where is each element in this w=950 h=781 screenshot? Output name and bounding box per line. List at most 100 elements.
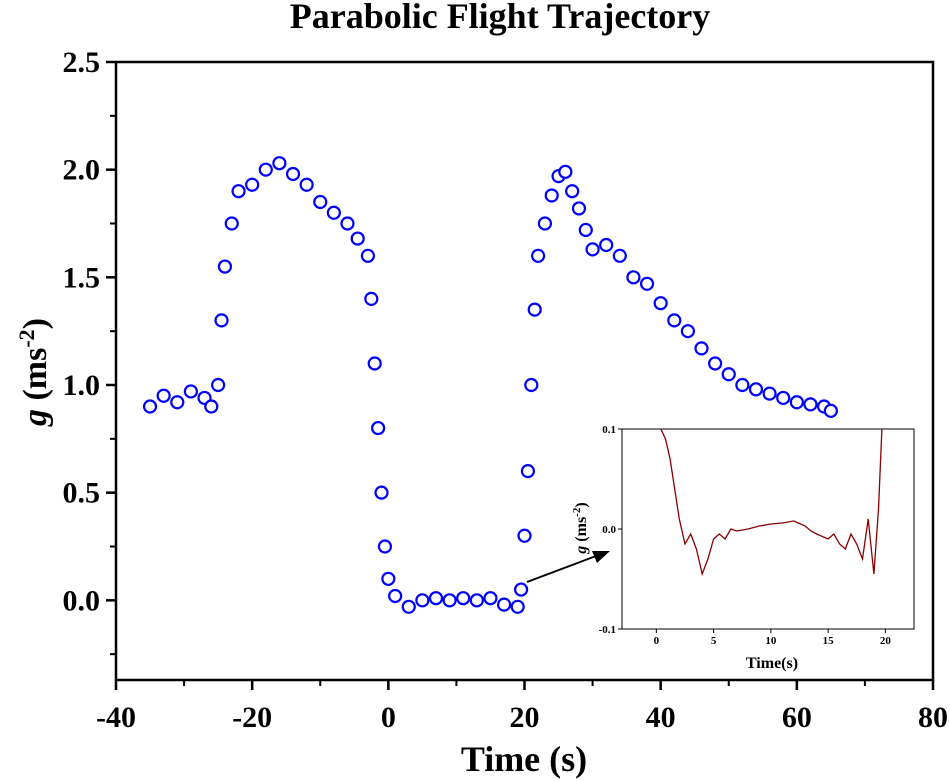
data-point xyxy=(789,395,804,410)
inset-y-tick-label: 0.1 xyxy=(602,424,616,436)
main-ticks xyxy=(106,60,935,690)
data-point xyxy=(708,356,723,371)
data-point xyxy=(558,164,573,179)
data-point xyxy=(374,485,389,500)
data-point xyxy=(483,591,498,606)
data-point xyxy=(578,222,593,238)
data-point xyxy=(258,162,273,177)
y-tick-label: 0.5 xyxy=(63,477,101,510)
data-point xyxy=(245,177,260,192)
data-point xyxy=(776,390,791,406)
x-tick-labels: -40 -20 0 20 40 60 80 xyxy=(96,701,948,734)
main-series xyxy=(142,156,838,614)
data-point xyxy=(170,395,185,410)
inset-y-axis-label-close: ) xyxy=(573,502,590,507)
y-axis-label-unit: (ms xyxy=(17,348,54,409)
data-point xyxy=(428,591,444,606)
inset-y-axis-label: g (ms-2) xyxy=(571,502,590,554)
data-point xyxy=(371,420,386,436)
inset-plot: 0 5 10 15 20 0.1 0.0 -0.1 xyxy=(599,424,915,647)
data-point xyxy=(217,259,233,274)
data-point xyxy=(401,599,416,614)
data-point xyxy=(735,377,750,393)
data-point xyxy=(456,591,471,606)
y-tick-label: 1.5 xyxy=(63,261,101,294)
data-point xyxy=(183,384,198,399)
data-point xyxy=(531,248,546,263)
inset-x-tick-label: 0 xyxy=(654,635,660,647)
y-tick-label: 2.0 xyxy=(63,154,101,187)
data-point xyxy=(142,399,158,414)
inset-x-tick-labels: 0 5 10 15 20 xyxy=(654,635,892,647)
data-point xyxy=(299,177,314,192)
inset-arrow xyxy=(526,551,610,583)
y-axis-label-symbol: g xyxy=(17,409,54,427)
data-point xyxy=(626,270,641,285)
data-point xyxy=(442,593,457,608)
inset-y-axis-label-symbol: g xyxy=(573,546,590,555)
main-plot: -40 -20 0 20 40 60 80 0.0 0.5 1.0 1.5 2.0 2.5 xyxy=(63,46,949,734)
y-tick-label: 2.5 xyxy=(63,46,101,79)
y-tick-label: 0.0 xyxy=(63,584,101,617)
y-axis-label: g (ms-2) xyxy=(14,318,54,427)
x-tick-label: 80 xyxy=(918,701,948,734)
data-point xyxy=(313,194,328,210)
data-point xyxy=(599,237,614,253)
x-axis-label: Time (s) xyxy=(461,739,587,779)
data-point xyxy=(388,588,403,604)
inset-ticks xyxy=(618,428,886,633)
data-point xyxy=(510,599,525,614)
x-tick-label: 40 xyxy=(646,701,676,734)
inset-y-tick-label: 0.0 xyxy=(602,524,616,536)
data-point xyxy=(381,571,396,586)
data-point xyxy=(612,248,627,263)
data-point xyxy=(156,388,171,403)
data-point xyxy=(585,242,600,257)
data-point xyxy=(762,386,777,401)
data-point xyxy=(272,156,287,171)
data-point xyxy=(364,291,379,306)
data-point xyxy=(350,231,365,246)
data-point xyxy=(415,593,430,608)
data-point xyxy=(285,166,301,182)
data-point xyxy=(694,341,709,356)
data-point xyxy=(377,539,393,554)
data-point xyxy=(544,188,559,203)
data-point xyxy=(360,248,376,263)
data-point xyxy=(823,403,838,418)
x-tick-label: -20 xyxy=(232,701,272,734)
x-tick-label: 60 xyxy=(782,701,812,734)
data-point xyxy=(667,313,682,328)
inset-x-axis-label: Time(s) xyxy=(746,655,798,672)
data-point xyxy=(214,313,229,328)
data-point xyxy=(211,377,226,393)
y-tick-label: 1.0 xyxy=(63,369,101,402)
data-point xyxy=(803,397,818,412)
data-point xyxy=(326,205,341,220)
data-point xyxy=(204,399,219,414)
inset-x-tick-label: 5 xyxy=(711,635,717,647)
data-point xyxy=(524,377,539,393)
inset-x-tick-label: 20 xyxy=(880,635,892,647)
data-point xyxy=(680,324,696,339)
data-point xyxy=(653,296,668,311)
data-point xyxy=(520,464,536,479)
chart-title: Parabolic Flight Trajectory xyxy=(290,0,711,36)
inset-arrow-line xyxy=(526,555,597,583)
data-point xyxy=(496,597,512,612)
data-point xyxy=(565,184,580,199)
y-tick-labels: 0.0 0.5 1.0 1.5 2.0 2.5 xyxy=(63,46,101,617)
data-point xyxy=(517,528,532,543)
x-tick-label: 20 xyxy=(510,701,540,734)
inset-y-axis-label-exponent: -2 xyxy=(571,507,583,517)
inset-frame xyxy=(621,428,915,630)
x-tick-label: -40 xyxy=(96,701,136,734)
data-point xyxy=(748,382,764,397)
y-axis-label-close: ) xyxy=(17,318,54,329)
inset-series-line xyxy=(660,428,883,577)
data-point xyxy=(571,201,587,216)
data-point xyxy=(224,216,239,231)
inset-x-tick-label: 10 xyxy=(765,635,777,647)
data-point xyxy=(721,367,736,382)
